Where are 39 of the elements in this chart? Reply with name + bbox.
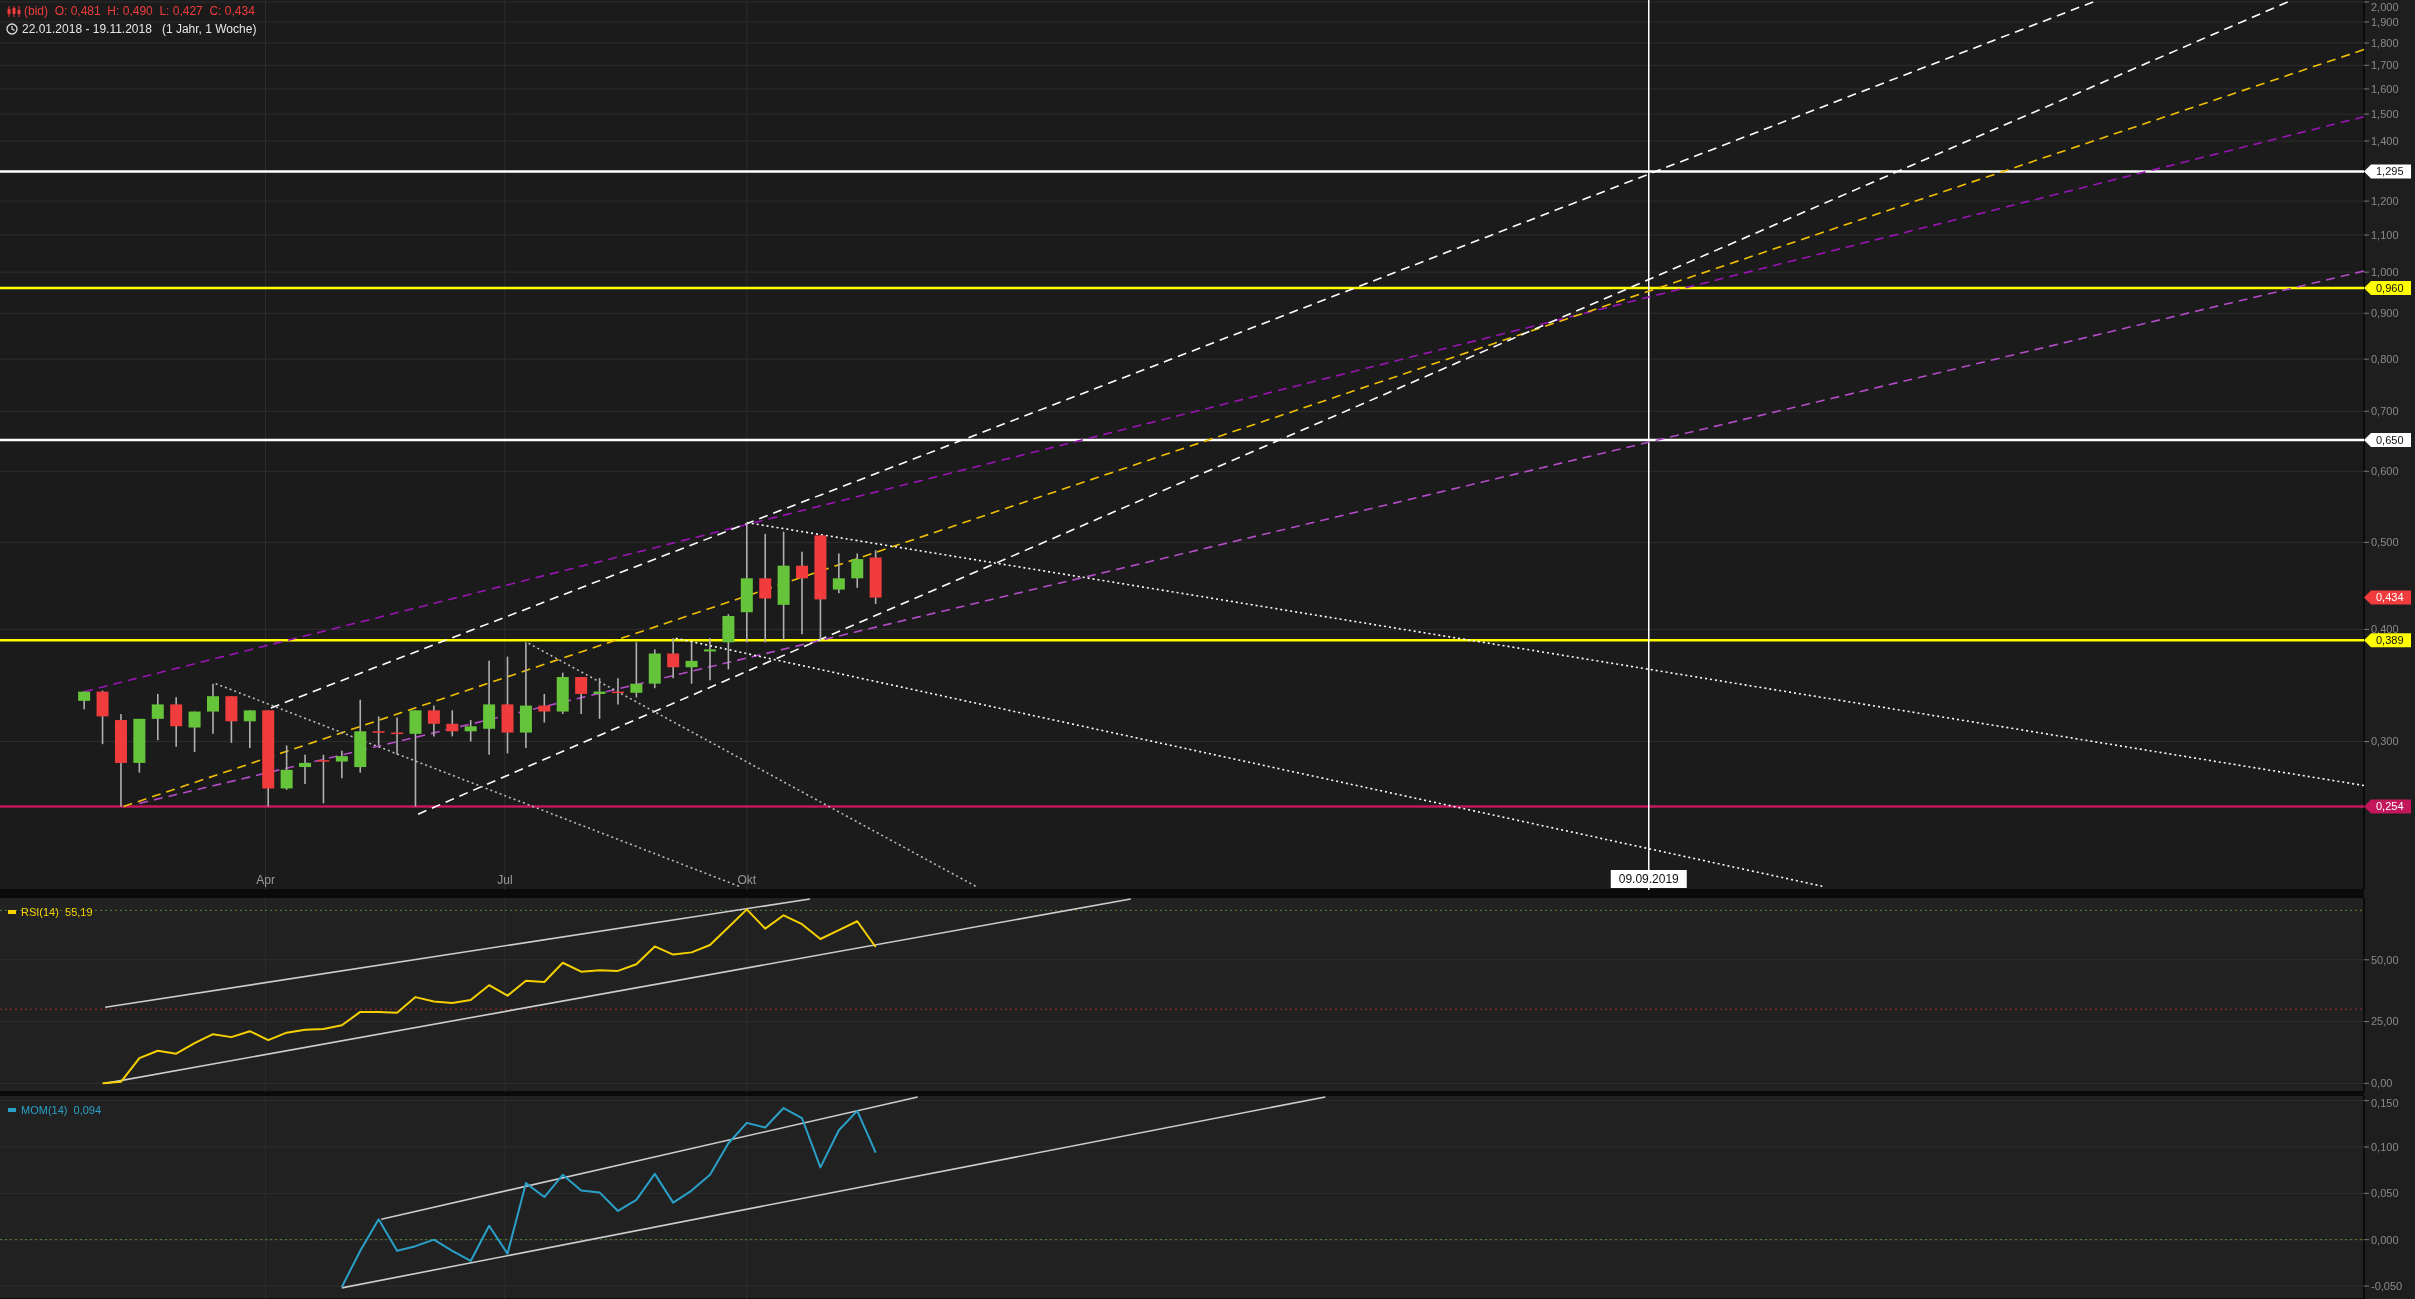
y-tick-label: 0,00 <box>2371 1077 2393 1090</box>
y-tick-label: 0,500 <box>2371 536 2399 549</box>
legend-label: RSI(14) 55,19 <box>21 905 93 918</box>
y-tick-label: 1,200 <box>2371 194 2399 207</box>
y-tick-label: 1,500 <box>2371 107 2399 120</box>
chart-title: (bid) O: 0,481 H: 0,490 L: 0,427 C: 0,434 <box>24 4 256 19</box>
y-tick-label: 1,100 <box>2371 228 2399 241</box>
y-tick-label: 1,800 <box>2371 36 2399 49</box>
ref-line-label: 1,295 <box>2376 165 2404 178</box>
y-tick-label: 1,000 <box>2371 266 2399 279</box>
x-tick-label: Apr <box>256 873 275 887</box>
y-tick-label: 25,00 <box>2371 1015 2399 1028</box>
y-tick-label: 1,900 <box>2371 15 2399 28</box>
ref-line-label: 0,254 <box>2376 800 2404 813</box>
y-tick-label: 0,700 <box>2371 405 2399 418</box>
y-tick-label: 0,000 <box>2371 1233 2399 1246</box>
y-tick-label: 2,000 <box>2371 0 2399 13</box>
ref-line-label: 0,389 <box>2376 634 2404 647</box>
y-tick-label: 0,600 <box>2371 465 2399 478</box>
legend-label: MOM(14) 0,094 <box>21 1103 102 1116</box>
ref-line-label: 0,960 <box>2376 281 2404 294</box>
text: 22.01.2018 - 19.11.2018 (1 Jahr, 1 Woche) <box>22 22 257 37</box>
ref-line-label: 09.09.2019 <box>1618 872 1680 887</box>
y-tick-label: -0,050 <box>2371 1279 2403 1292</box>
y-tick-label: 0,100 <box>2371 1140 2399 1153</box>
y-tick-label: 0,900 <box>2371 307 2399 320</box>
y-tick-label: 0,800 <box>2371 353 2399 366</box>
x-tick-label: Okt <box>737 873 757 887</box>
y-tick-label: 0,150 <box>2371 1096 2399 1109</box>
y-tick-label: 1,400 <box>2371 134 2399 147</box>
y-tick-label: 50,00 <box>2371 953 2399 966</box>
ref-line-label: 0,650 <box>2376 433 2404 446</box>
y-tick-label: 1,700 <box>2371 59 2399 72</box>
y-tick-label: 1,600 <box>2371 82 2399 95</box>
y-tick-label: 0,300 <box>2371 735 2399 748</box>
y-tick-label: 0,400 <box>2371 623 2399 636</box>
y-tick-label: 0,050 <box>2371 1187 2399 1200</box>
text: 0,434 <box>2376 591 2404 604</box>
x-tick-label: Jul <box>497 873 513 887</box>
